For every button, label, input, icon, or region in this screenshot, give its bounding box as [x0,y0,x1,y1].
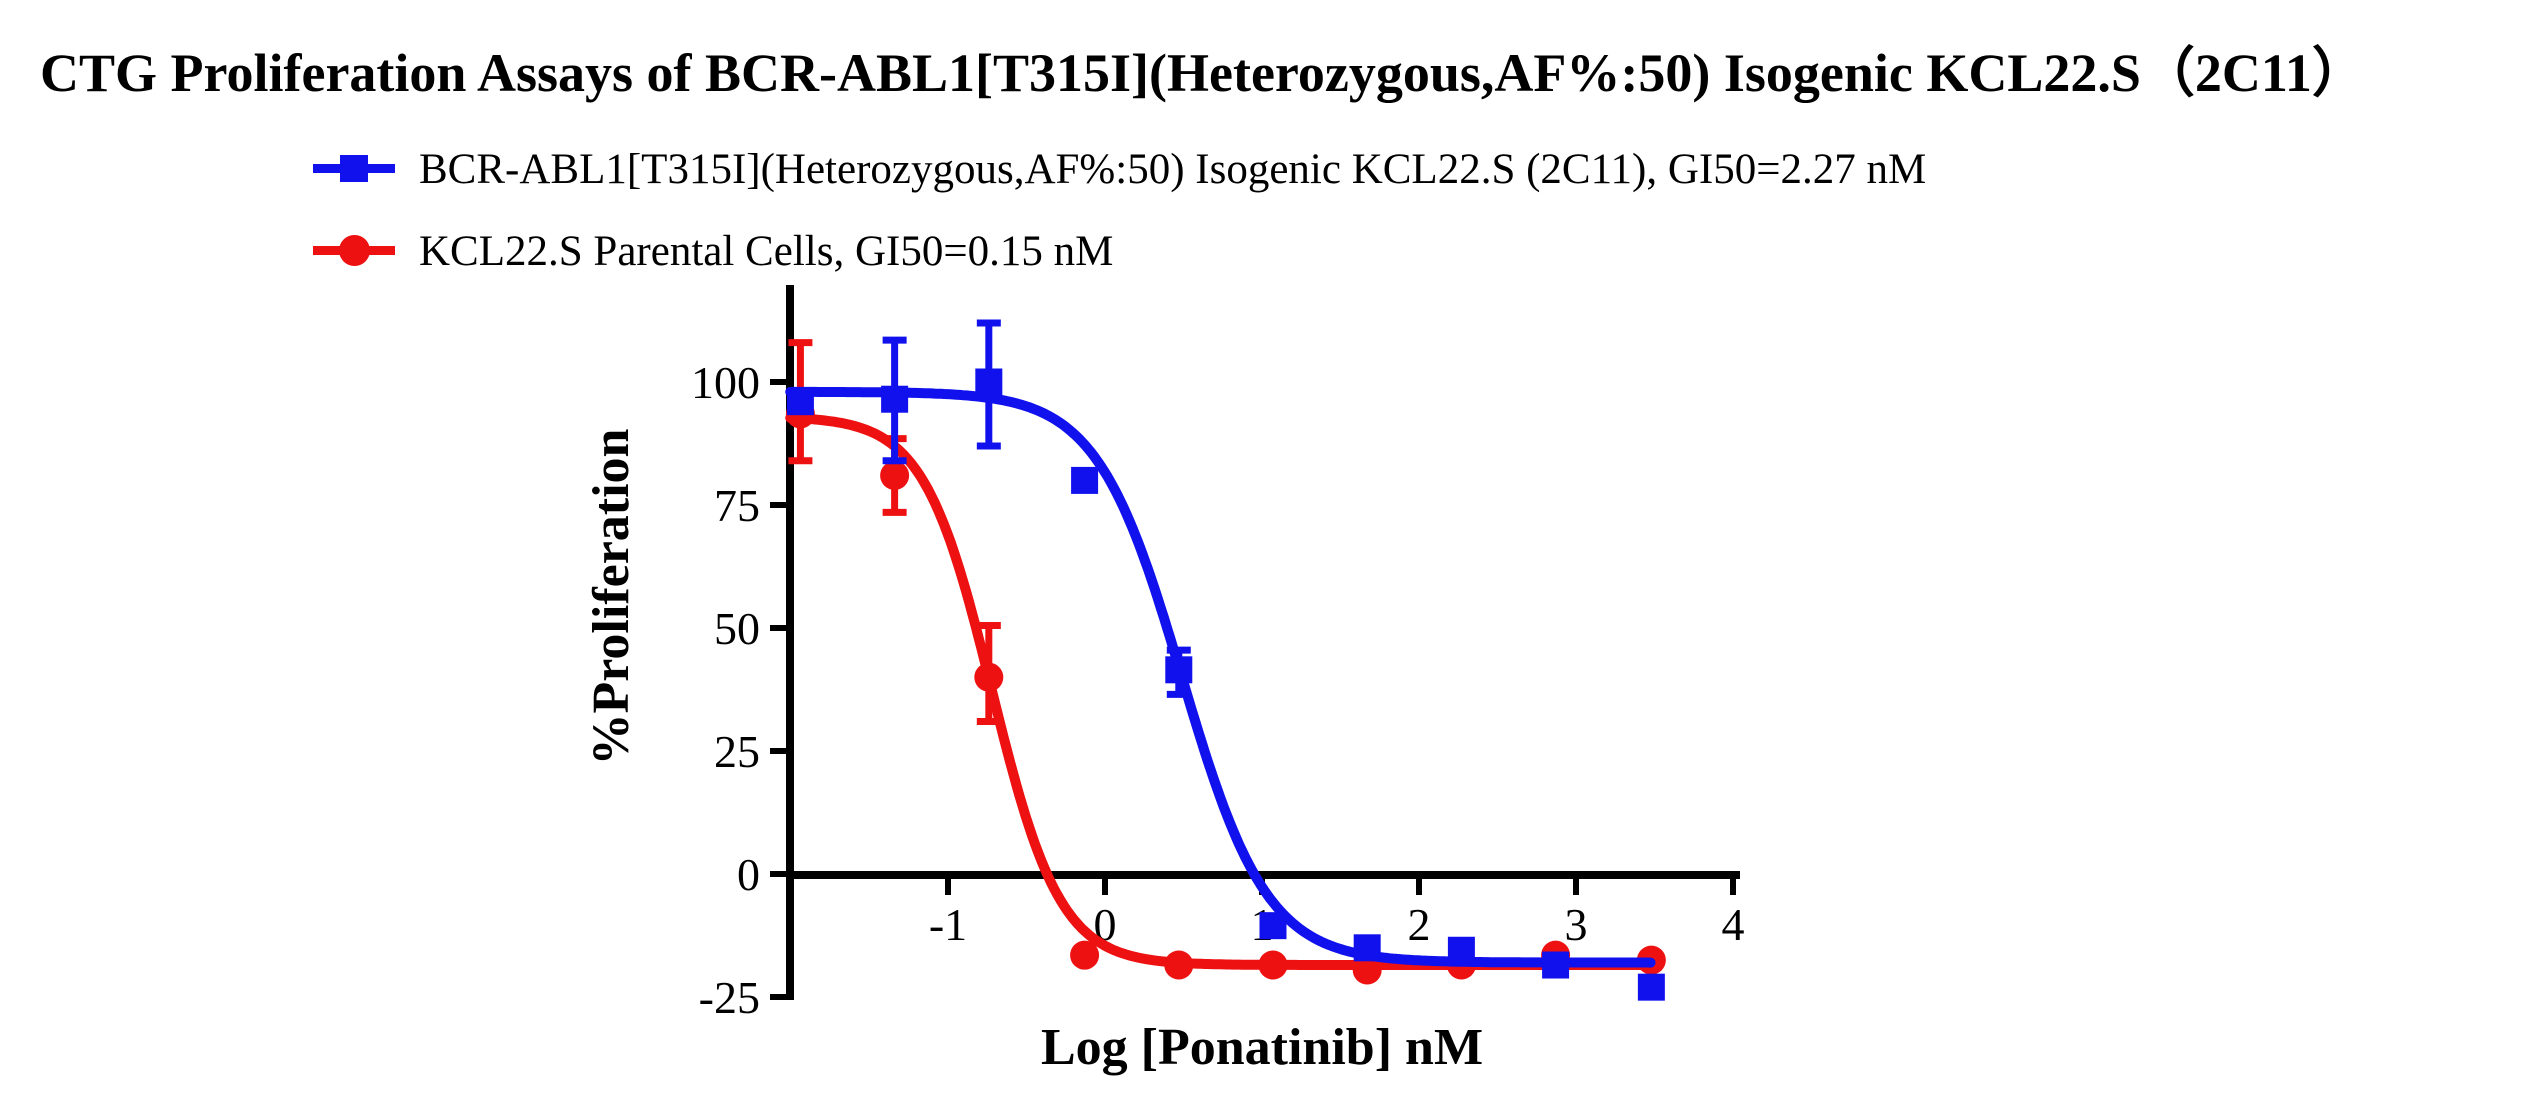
parental-point-marker [974,662,1004,692]
isogenic-point-marker [1542,951,1570,979]
parental-point-marker [1070,940,1100,970]
parental-point-marker [1258,950,1288,980]
isogenic-point-marker [1637,973,1665,1001]
y-tick-label: 50 [714,603,760,654]
isogenic-point-marker [1165,656,1193,684]
isogenic-fit-curve [785,386,1656,968]
parental-fit-curve [785,412,1656,970]
parental-point-marker [880,460,910,490]
legend-item-parental: KCL22.S Parental Cells, GI50=0.15 nM [313,224,1113,276]
legend-circle-marker-icon [313,230,395,270]
legend-label-parental: KCL22.S Parental Cells, GI50=0.15 nM [419,227,1114,275]
parental-point-marker [1352,955,1382,985]
x-axis-title: Log [Ponatinib] nM [1040,1019,1484,1076]
isogenic-point-marker [1259,912,1287,940]
chart-title: CTG Proliferation Assays of BCR-ABL1[T31… [40,43,2366,103]
y-tick-label: 0 [737,849,760,900]
legend-item-isogenic: BCR-ABL1[T315I](Heterozygous,AF%:50) Iso… [313,142,1926,194]
isogenic-point-marker [1353,934,1381,962]
y-tick-label: 75 [714,480,760,531]
isogenic-point-marker [975,368,1003,396]
y-tick-label: 25 [714,726,760,777]
y-tick-label: 100 [691,357,760,408]
isogenic-point-marker [881,385,909,413]
x-tick-label: 3 [1565,899,1588,950]
x-tick-label: 4 [1722,899,1745,950]
legend-square-marker-icon [313,148,395,188]
legend-label-isogenic: BCR-ABL1[T315I](Heterozygous,AF%:50) Iso… [419,145,1927,193]
isogenic-point-marker [1071,466,1099,494]
x-tick-label: 2 [1408,899,1431,950]
x-tick-label: -1 [929,899,967,950]
isogenic-point-marker [1447,936,1475,964]
y-tick-label: -25 [699,972,760,1023]
parental-point-marker [1164,950,1194,980]
isogenic-point-marker [786,388,814,416]
